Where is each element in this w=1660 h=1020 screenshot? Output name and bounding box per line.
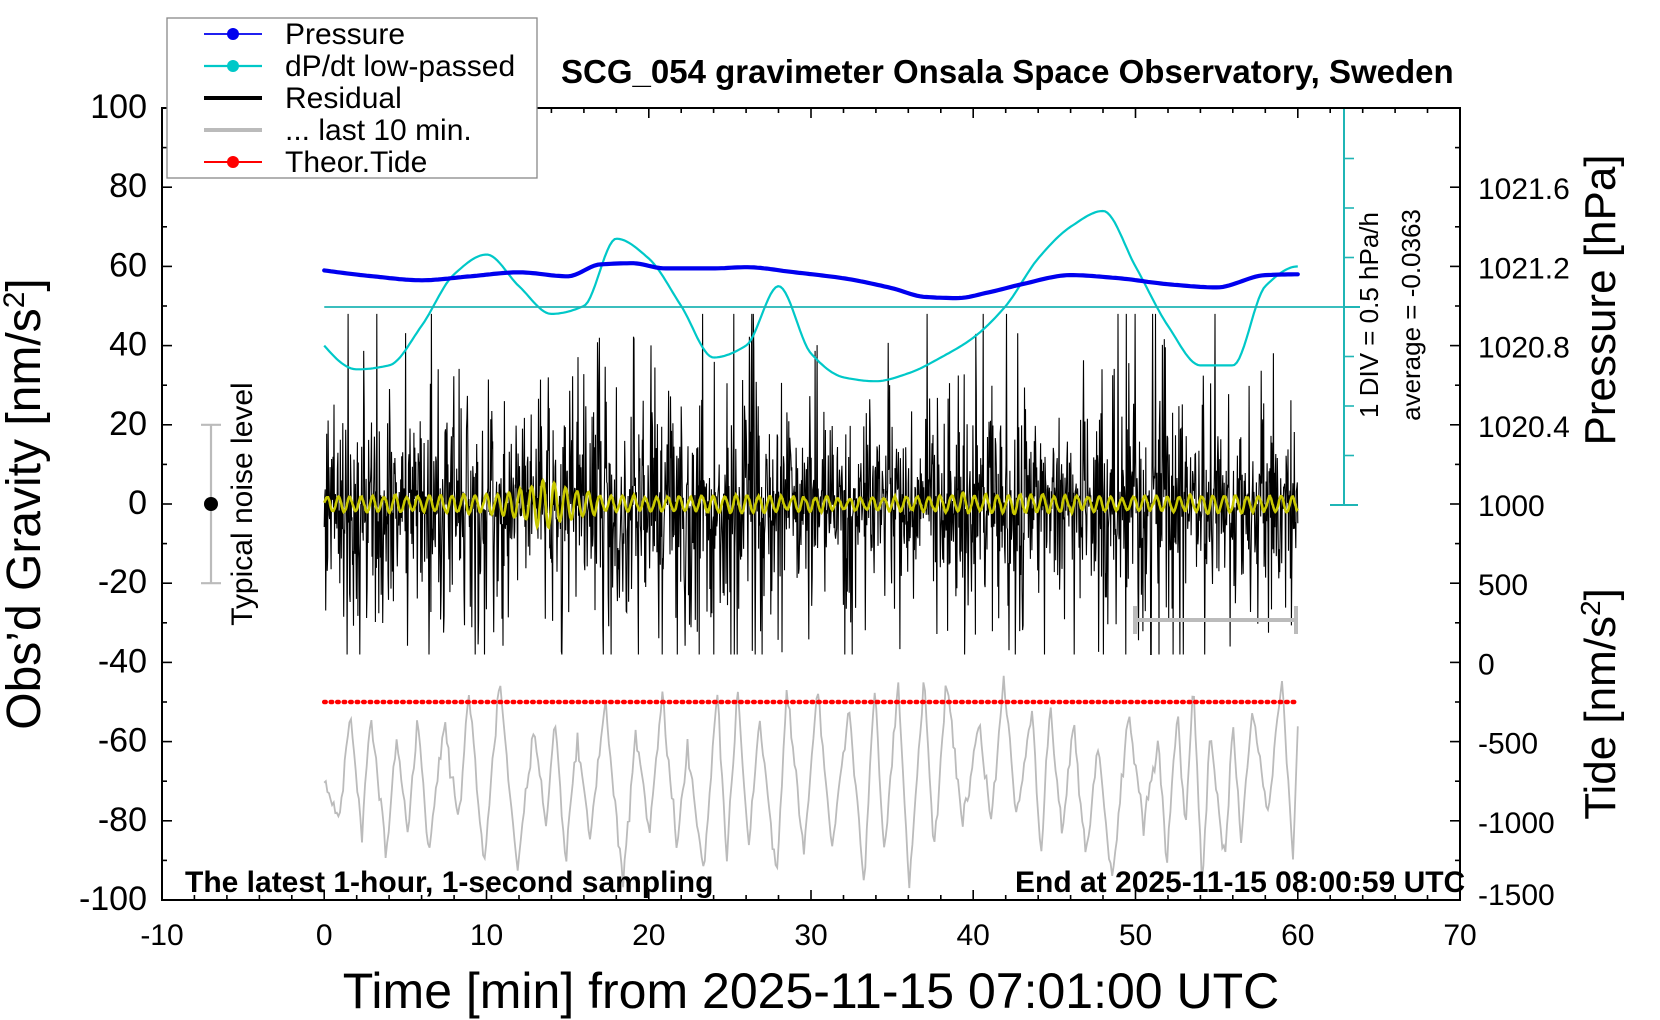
svg-text:1020.8: 1020.8 <box>1478 332 1570 365</box>
svg-text:Pressure [hPa]: Pressure [hPa] <box>1576 154 1625 445</box>
svg-text:60: 60 <box>109 246 147 284</box>
svg-text:1000: 1000 <box>1478 490 1545 523</box>
svg-text:20: 20 <box>109 405 147 443</box>
svg-text:0: 0 <box>316 919 333 952</box>
svg-text:1021.6: 1021.6 <box>1478 173 1570 206</box>
svg-text:Typical noise level: Typical noise level <box>226 382 259 625</box>
svg-text:SCG_054 gravimeter Onsala Spac: SCG_054 gravimeter Onsala Space Observat… <box>561 53 1454 90</box>
svg-text:Tide [nm/s2]: Tide [nm/s2] <box>1575 588 1626 820</box>
svg-text:Time [min] from 2025-11-15 07:: Time [min] from 2025-11-15 07:01:00 UTC <box>343 963 1280 1019</box>
svg-text:100: 100 <box>90 88 147 126</box>
svg-text:-10: -10 <box>140 919 183 952</box>
svg-text:1020.4: 1020.4 <box>1478 411 1570 444</box>
svg-text:Theor.Tide: Theor.Tide <box>285 146 427 179</box>
svg-text:80: 80 <box>109 167 147 205</box>
svg-text:-80: -80 <box>98 801 147 839</box>
svg-text:End at 2025-11-15 08:00:59 UTC: End at 2025-11-15 08:00:59 UTC <box>1015 866 1465 899</box>
svg-text:10: 10 <box>470 919 503 952</box>
svg-text:1 DIV = 0.5 hPa/h: 1 DIV = 0.5 hPa/h <box>1354 212 1384 418</box>
svg-text:30: 30 <box>794 919 827 952</box>
svg-text:0: 0 <box>1478 648 1495 681</box>
svg-text:Pressure: Pressure <box>285 18 405 51</box>
svg-text:-1000: -1000 <box>1478 807 1555 840</box>
svg-text:-100: -100 <box>79 880 147 918</box>
svg-text:average = -0.0363: average = -0.0363 <box>1396 209 1426 421</box>
svg-text:60: 60 <box>1281 919 1314 952</box>
svg-text:70: 70 <box>1443 919 1476 952</box>
svg-text:Obs’d Gravity [nm/s2]: Obs’d Gravity [nm/s2] <box>0 278 51 729</box>
svg-text:1021.2: 1021.2 <box>1478 252 1570 285</box>
svg-text:40: 40 <box>109 326 147 364</box>
svg-text:-500: -500 <box>1478 728 1538 761</box>
svg-text:-60: -60 <box>98 722 147 760</box>
svg-text:20: 20 <box>632 919 665 952</box>
svg-text:500: 500 <box>1478 569 1528 602</box>
svg-text:Residual: Residual <box>285 82 402 115</box>
svg-text:40: 40 <box>957 919 990 952</box>
svg-text:-1500: -1500 <box>1478 879 1555 912</box>
svg-text:-20: -20 <box>98 563 147 601</box>
svg-text:dP/dt low-passed: dP/dt low-passed <box>285 50 515 83</box>
svg-text:-40: -40 <box>98 642 147 680</box>
svg-text:0: 0 <box>128 484 147 522</box>
svg-text:The latest 1-hour, 1-second sa: The latest 1-hour, 1-second sampling <box>185 866 713 899</box>
svg-text:50: 50 <box>1119 919 1152 952</box>
svg-text:... last 10 min.: ... last 10 min. <box>285 114 472 147</box>
